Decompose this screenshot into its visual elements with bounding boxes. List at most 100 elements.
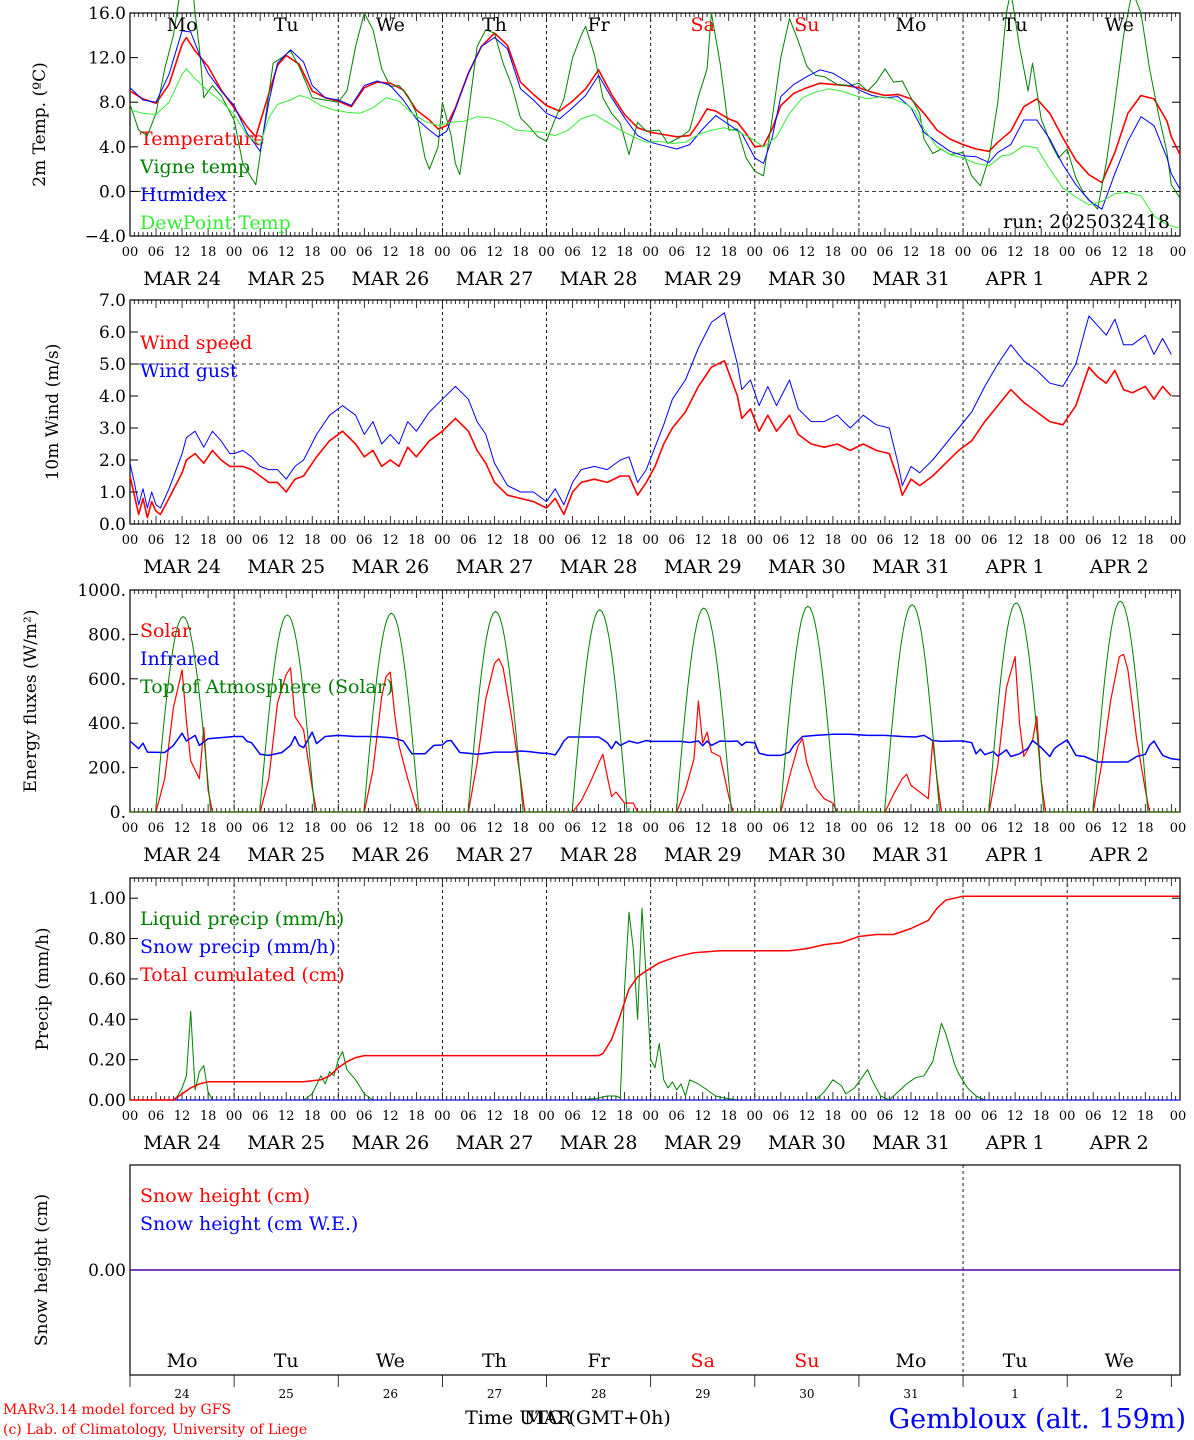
y-tick-label: 12.0 [88, 49, 126, 69]
hour-tick-label: 00 [1170, 533, 1187, 548]
hour-tick-label: 00 [226, 1109, 243, 1124]
hour-tick-label: 06 [252, 245, 269, 260]
hour-tick-label: 12 [1007, 821, 1024, 836]
hour-tick-label: 12 [382, 1109, 399, 1124]
date-label: APR 2 [1089, 268, 1149, 290]
y-tick-label: 400. [88, 714, 126, 734]
day-number-label: 24 [174, 1387, 190, 1401]
y-tick-label: 0.00 [88, 1261, 126, 1281]
weekday-label: Mo [167, 14, 198, 36]
panel-temperature: −4.0 0.0 4.0 8.0 12.0 16.0 2m Temp. (ºC) Temper… [30, 0, 1186, 290]
date-label: MAR 25 [247, 556, 325, 578]
run-label: run: 2025032418 [1003, 211, 1170, 233]
hour-tick-label: 00 [330, 533, 347, 548]
hour-tick-label: 00 [851, 533, 868, 548]
hour-tick-label: 06 [564, 821, 581, 836]
credit-line-2: (c) Lab. of Climatology, University of L… [3, 1422, 307, 1438]
series-line-energy-2 [130, 600, 1180, 813]
date-label: MAR 26 [351, 556, 429, 578]
hour-tick-label: 00 [434, 1109, 451, 1124]
hour-tick-label: 12 [1111, 245, 1128, 260]
hour-tick-label: 12 [1007, 245, 1024, 260]
day-number-label: 29 [695, 1387, 710, 1401]
series-line-temperature-1 [129, 0, 1181, 210]
date-label: APR 1 [985, 556, 1045, 578]
hour-tick-label: 00 [747, 245, 764, 260]
hour-tick-label: 00 [642, 1109, 659, 1124]
hour-tick-label: 12 [590, 1109, 607, 1124]
hour-tick-label: 00 [538, 1109, 555, 1124]
x-axis-label-overlap: MAR [524, 1407, 572, 1429]
y-tick-label: 8.0 [99, 93, 126, 113]
hour-tick-label: 12 [486, 533, 503, 548]
day-number-label: 27 [487, 1387, 502, 1401]
weekday-label: Tu [1003, 14, 1028, 36]
hour-tick-label: 12 [1111, 821, 1128, 836]
weekday-label: Sa [691, 1350, 715, 1372]
hour-tick-label: 06 [148, 533, 165, 548]
hour-tick-label: 00 [1170, 245, 1187, 260]
day-number-label: 30 [799, 1387, 814, 1401]
hour-tick-label: 18 [304, 1109, 321, 1124]
hour-tick-label: 00 [122, 821, 139, 836]
date-label: APR 1 [985, 844, 1045, 866]
y-tick-label: 4.0 [99, 387, 126, 407]
hour-tick-label: 06 [773, 821, 790, 836]
hour-tick-label: 18 [512, 245, 529, 260]
panel-precip: 0.00 0.20 0.40 0.60 0.80 1.00 Precip (mm/h) Liq… [33, 877, 1186, 1154]
hour-tick-label: 00 [122, 1109, 139, 1124]
date-label: MAR 28 [560, 844, 638, 866]
hour-tick-label: 00 [1059, 821, 1076, 836]
hour-tick-label: 00 [330, 245, 347, 260]
hour-tick-label: 06 [877, 821, 894, 836]
hour-tick-label: 00 [642, 821, 659, 836]
y-tick-label: 2.0 [99, 451, 126, 471]
hour-tick-label: 00 [642, 533, 659, 548]
date-label: MAR 25 [247, 268, 325, 290]
hour-tick-label: 06 [252, 533, 269, 548]
hour-tick-label: 06 [356, 245, 373, 260]
date-label: MAR 30 [768, 844, 846, 866]
y-tick-label: 0.60 [88, 970, 126, 990]
legend-entry: Snow height (cm W.E.) [140, 1213, 358, 1235]
y-tick-label: 0. [110, 803, 126, 823]
hour-tick-label: 00 [747, 533, 764, 548]
legend-entry: Infrared [140, 648, 220, 670]
hour-tick-label: 06 [1085, 821, 1102, 836]
legend-entry: Wind gust [140, 360, 238, 382]
legend-entry: Total cumulated (cm) [140, 964, 345, 986]
date-label: MAR 28 [560, 268, 638, 290]
hour-tick-label: 18 [408, 245, 425, 260]
date-label: MAR 24 [143, 268, 221, 290]
date-label: MAR 31 [872, 844, 950, 866]
hour-tick-label: 06 [773, 245, 790, 260]
panel-wind: 0.0 1.0 2.0 3.0 4.0 5.0 6.0 7.0 10m Wind (m/s) Wi… [43, 291, 1186, 578]
hour-tick-label: 18 [512, 533, 529, 548]
weekday-label: We [1105, 1350, 1134, 1372]
hour-tick-label: 12 [799, 1109, 816, 1124]
hour-tick-label: 06 [668, 533, 685, 548]
hour-tick-label: 06 [564, 533, 581, 548]
hour-tick-label: 12 [590, 533, 607, 548]
hour-tick-label: 00 [226, 245, 243, 260]
hour-tick-label: 12 [799, 533, 816, 548]
hour-tick-label: 12 [278, 533, 295, 548]
date-label: MAR 26 [351, 268, 429, 290]
hour-tick-label: 06 [981, 533, 998, 548]
footer: MARv3.14 model forced by GFS (c) Lab. of … [3, 1402, 1186, 1438]
date-label: MAR 24 [143, 556, 221, 578]
hour-tick-label: 12 [694, 533, 711, 548]
date-label: MAR 29 [664, 844, 742, 866]
y-tick-label: 7.0 [99, 291, 126, 311]
hour-tick-label: 18 [512, 821, 529, 836]
hour-tick-label: 12 [590, 245, 607, 260]
date-label: MAR 26 [351, 844, 429, 866]
weekday-label: Su [794, 1350, 819, 1372]
hour-tick-label: 00 [434, 821, 451, 836]
hour-tick-label: 12 [590, 821, 607, 836]
date-label: MAR 24 [143, 1132, 221, 1154]
hour-tick-label: 00 [955, 245, 972, 260]
date-label: MAR 25 [247, 844, 325, 866]
y-tick-label: 1000. [77, 581, 126, 601]
hour-tick-label: 12 [799, 245, 816, 260]
